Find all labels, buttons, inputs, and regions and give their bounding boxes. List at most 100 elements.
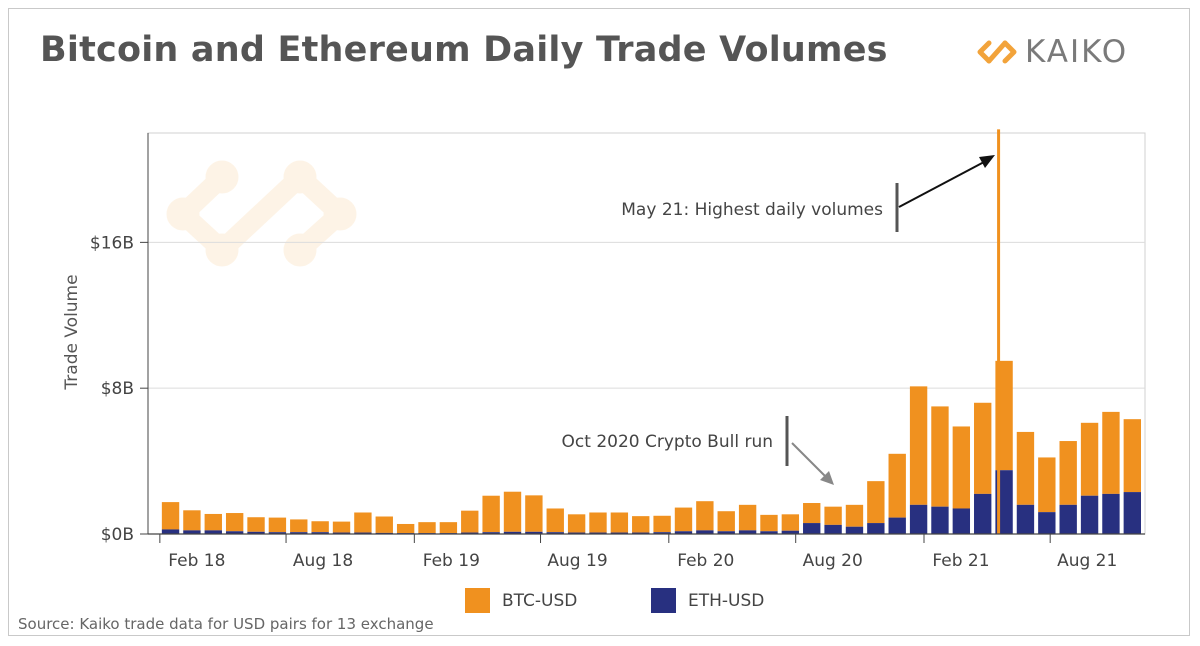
annotation-may21: May 21: Highest daily volumes	[621, 155, 995, 232]
bar-btc-mar-18	[183, 510, 201, 531]
annotation-may21-label: May 21: Highest daily volumes	[621, 200, 883, 220]
bar-btc-feb-19	[418, 522, 436, 534]
bar-btc-sep-20	[824, 506, 842, 525]
brand-name: KAIKO	[1025, 34, 1129, 70]
y-axis-title: Trade Volume	[62, 274, 82, 390]
annotation-oct20-arrow	[791, 442, 827, 478]
x-tick-label: Aug 18	[293, 551, 353, 571]
bar-btc-apr-19	[461, 510, 479, 533]
bar-btc-dec-20	[888, 453, 906, 518]
bar-btc-mar-19	[439, 522, 458, 534]
bar-eth-apr-20	[717, 531, 735, 534]
bar-btc-apr-18	[204, 513, 222, 531]
bar-btc-sep-19	[567, 514, 586, 533]
x-tick-label: Aug 20	[803, 551, 863, 571]
bar-btc-jun-20	[760, 514, 778, 532]
bar-eth-dec-19	[632, 532, 650, 534]
bar-btc-dec-19	[632, 516, 650, 533]
legend-swatch-btc	[465, 588, 490, 613]
bar-btc-oct-20	[845, 504, 864, 527]
bar-btc-jan-21	[909, 386, 928, 505]
bar-peak-may21	[997, 129, 1001, 534]
bar-eth-sep-19	[567, 532, 586, 534]
bar-btc-may-18	[225, 513, 244, 532]
bar-btc-nov-20	[867, 481, 885, 524]
bar-eth-mar-21	[952, 508, 971, 534]
bar-btc-nov-19	[610, 512, 629, 533]
y-ticks: $0B $8B $16B	[90, 233, 148, 545]
bar-btc-dec-18	[375, 516, 393, 533]
annotation-may21-arrowhead	[979, 155, 995, 168]
kaiko-logo: KAIKO	[975, 34, 1128, 70]
bar-eth-jul-19	[525, 531, 543, 534]
bar-eth-nov-21	[1123, 492, 1141, 534]
bar-btc-apr-21	[974, 402, 992, 494]
bar-eth-sep-20	[824, 524, 842, 534]
x-tick-label: Feb 18	[168, 551, 225, 571]
bar-btc-aug-18	[290, 519, 308, 533]
bar-eth-oct-20	[845, 526, 864, 534]
bar-eth-oct-21	[1102, 493, 1120, 534]
bar-btc-aug-20	[803, 503, 821, 524]
bars-layer	[161, 129, 1141, 534]
bar-btc-jan-20	[653, 515, 671, 533]
annotation-oct20: Oct 2020 Crypto Bull run	[562, 416, 834, 485]
bar-eth-aug-19	[546, 532, 564, 534]
bar-btc-oct-19	[589, 512, 607, 533]
bar-eth-jul-18	[268, 532, 287, 534]
bar-eth-aug-18	[290, 532, 308, 534]
source-note: Source: Kaiko trade data for USD pairs f…	[18, 615, 434, 633]
grid-lines	[148, 241, 1145, 389]
bar-eth-apr-21	[974, 493, 992, 534]
legend-item-eth[interactable]: ETH-USD	[651, 588, 764, 613]
bar-eth-feb-20	[674, 531, 693, 534]
bar-eth-jul-21	[1038, 512, 1056, 534]
bar-btc-sep-21	[1080, 422, 1099, 496]
bar-eth-nov-20	[867, 523, 885, 534]
bar-eth-nov-18	[354, 532, 372, 534]
bar-btc-nov-21	[1123, 419, 1141, 493]
bar-btc-jul-20	[781, 514, 800, 531]
bar-eth-apr-19	[461, 532, 479, 534]
bar-btc-jun-19	[503, 491, 522, 532]
bar-btc-aug-21	[1059, 441, 1077, 505]
bar-eth-sep-21	[1080, 495, 1099, 534]
chart-title: Bitcoin and Ethereum Daily Trade Volumes	[40, 30, 888, 70]
bar-eth-may-19	[482, 532, 500, 534]
bar-btc-may-19	[482, 495, 500, 533]
y-tick-label: $16B	[90, 233, 134, 253]
bar-eth-jun-20	[760, 531, 778, 534]
bar-btc-feb-21	[931, 406, 949, 507]
bar-eth-apr-18	[204, 530, 222, 534]
x-tick-label: Aug 19	[547, 551, 607, 571]
bar-eth-mar-20	[696, 530, 714, 534]
bar-btc-jun-18	[247, 517, 265, 532]
bar-btc-nov-18	[354, 512, 372, 533]
annotation-oct20-arrowhead	[820, 471, 834, 485]
bar-eth-aug-20	[803, 523, 821, 534]
bar-eth-jun-18	[247, 531, 265, 534]
kaiko-logo-icon	[977, 40, 1017, 64]
bar-btc-jul-21	[1038, 457, 1056, 513]
bar-eth-nov-19	[610, 532, 629, 534]
bar-btc-jun-21	[1016, 431, 1035, 505]
bar-eth-feb-18	[161, 529, 180, 534]
bar-eth-jul-20	[781, 530, 800, 534]
bar-btc-jul-19	[525, 495, 543, 532]
legend-item-btc[interactable]: BTC-USD	[465, 588, 577, 613]
x-ticks: Feb 18 Aug 18 Feb 19 Aug 19 Feb 20 Aug 20 Feb …	[159, 534, 1117, 571]
annotation-may21-arrow	[898, 161, 985, 208]
bar-eth-aug-21	[1059, 504, 1077, 534]
bar-eth-oct-18	[332, 532, 351, 534]
watermark-logo-icon	[166, 160, 357, 267]
bar-btc-jul-18	[268, 517, 287, 533]
bar-btc-mar-21	[952, 426, 971, 509]
bar-btc-jan-19	[396, 523, 415, 534]
bar-eth-may-18	[225, 531, 244, 534]
bar-eth-dec-20	[888, 517, 906, 534]
bar-btc-sep-18	[311, 521, 329, 533]
legend-label-btc: BTC-USD	[502, 590, 578, 611]
bar-eth-jan-20	[653, 532, 671, 534]
bar-eth-oct-19	[589, 532, 607, 534]
